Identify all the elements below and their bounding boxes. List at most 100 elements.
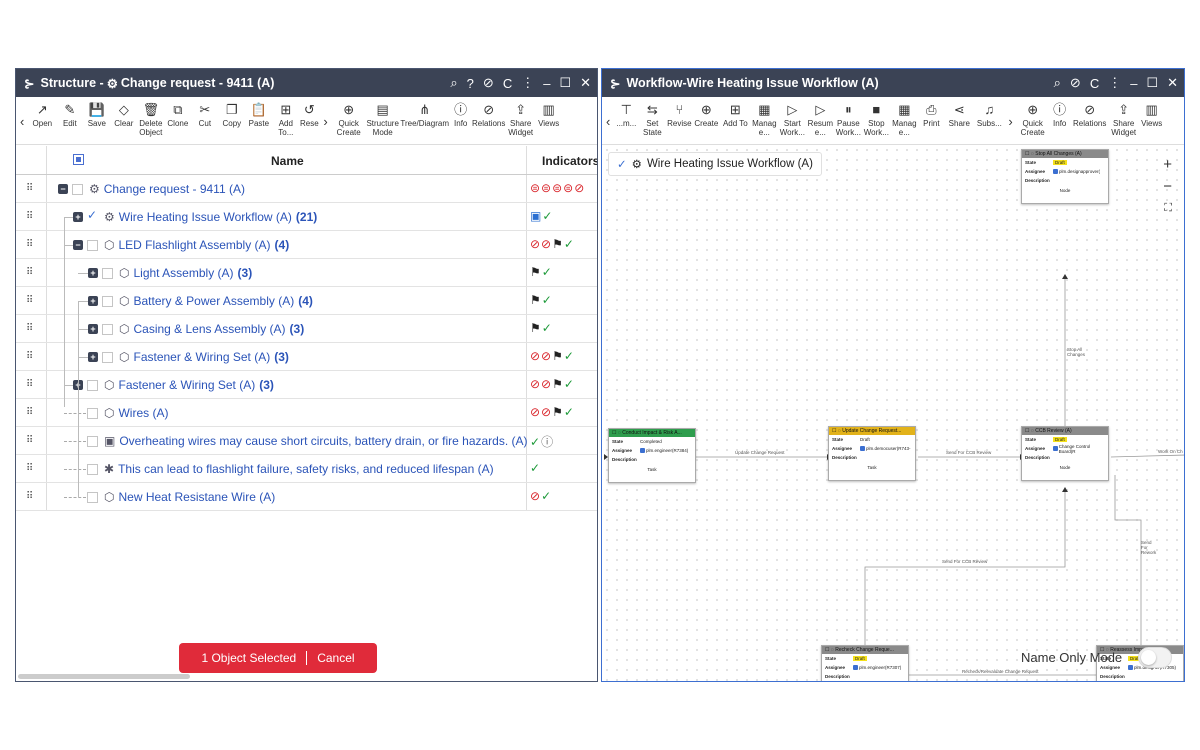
drag-handle-icon[interactable]: ⠿ xyxy=(26,323,33,334)
horizontal-scrollbar[interactable] xyxy=(18,674,190,679)
open-button[interactable]: ↗ Open xyxy=(28,102,56,128)
expand-icon[interactable]: + xyxy=(73,212,83,222)
toolbar-scroll-right[interactable]: › xyxy=(1008,114,1013,129)
quick-create-button[interactable]: ⊕ Quick Create xyxy=(332,102,366,137)
drag-handle-icon[interactable]: ⠿ xyxy=(26,239,33,250)
workflow-node-recheck[interactable]: ☐ ◌ Recheck Change Reque... State Draft Ass… xyxy=(821,645,909,681)
manage-button[interactable]: ▦ Manag e... xyxy=(750,102,778,137)
workflow-chip[interactable]: ✓ ⚙ Wire Heating Issue Workflow (A) xyxy=(608,152,822,176)
tree-row[interactable]: ⠿ ✱ This can lead to flashlight failure, s… xyxy=(16,455,597,483)
window-control-5[interactable]: – xyxy=(543,75,551,91)
cancel-selection-button[interactable]: Cancel xyxy=(317,651,355,665)
views-button[interactable]: ▥ Views xyxy=(536,102,562,128)
window-control-2[interactable]: C xyxy=(1089,75,1100,91)
tree-diagram-button[interactable]: ⋔ Tree/Diagram xyxy=(400,102,450,128)
clone-button[interactable]: ⧉ Clone xyxy=(164,102,191,128)
row-label[interactable]: Wire Heating Issue Workflow (A) xyxy=(118,210,292,224)
tree-row[interactable]: ⠿ ▣ Overheating wires may cause short circ… xyxy=(16,427,597,455)
row-label[interactable]: Change request - 9411 (A) xyxy=(103,182,245,196)
row-checkbox[interactable] xyxy=(87,380,98,391)
views-button[interactable]: ▥ Views xyxy=(1139,102,1165,128)
drag-handle-icon[interactable]: ⠿ xyxy=(26,435,33,446)
save-button[interactable]: 💾 Save xyxy=(83,102,110,128)
share-widget-button[interactable]: ⇪ Share Widget xyxy=(506,102,536,137)
row-checkbox[interactable] xyxy=(102,268,113,279)
stop-button[interactable]: ■ Stop Work... xyxy=(862,102,890,137)
add-to-button[interactable]: ⊞ Add To xyxy=(720,102,750,128)
collapse-icon[interactable]: − xyxy=(73,240,83,250)
tree-row[interactable]: ⠿ + ✓ ⚙ Wire Heating Issue Workflow (A) (21) ▣… xyxy=(16,203,597,231)
row-label[interactable]: New Heat Resistane Wire (A) xyxy=(118,490,276,504)
form-button[interactable]: ⊤ ...m... xyxy=(614,102,638,128)
toolbar-scroll-left[interactable]: ‹ xyxy=(606,114,611,129)
toolbar-scroll-right[interactable]: › xyxy=(323,114,328,129)
row-label[interactable]: Fastener & Wiring Set (A) xyxy=(118,378,256,392)
clear-button[interactable]: ◇ Clear xyxy=(110,102,137,128)
name-column-header[interactable]: Name xyxy=(271,154,304,168)
window-control-2[interactable]: ⊘ xyxy=(482,75,494,90)
toolbar-scroll-left[interactable]: ‹ xyxy=(20,114,25,129)
workflow-node-conduct[interactable]: ☐ ◌ Conduct Impact & Risk A... State Compl… xyxy=(608,428,696,483)
window-control-1[interactable]: ⊘ xyxy=(1069,75,1081,90)
window-control-5[interactable]: ☐ xyxy=(1146,75,1159,90)
print-button[interactable]: ⎙ Print xyxy=(918,102,944,128)
row-label[interactable]: Fastener & Wiring Set (A) xyxy=(133,350,271,364)
row-label[interactable]: Casing & Lens Assembly (A) xyxy=(133,322,286,336)
row-label[interactable]: Wires (A) xyxy=(118,406,169,420)
fit-view-button[interactable]: ⛶ xyxy=(1164,202,1172,214)
workflow-node-stop[interactable]: ☐ ◌ Stop All Changes (A) State Draft Assign… xyxy=(1021,149,1109,204)
window-control-4[interactable]: – xyxy=(1130,75,1138,91)
tree-row[interactable]: ⠿ + ⬡ Battery & Power Assembly (A) (4) ⚑✓ xyxy=(16,287,597,315)
drag-handle-icon[interactable]: ⠿ xyxy=(26,379,33,390)
row-checkbox[interactable] xyxy=(87,464,98,475)
zoom-out-button[interactable]: − xyxy=(1163,178,1172,195)
row-label[interactable]: Battery & Power Assembly (A) xyxy=(133,294,295,308)
edit-button[interactable]: ✎ Edit xyxy=(56,102,83,128)
indicators-column-header[interactable]: Indicators xyxy=(542,154,598,168)
collapse-icon[interactable]: − xyxy=(58,184,68,194)
tree-row[interactable]: ⠿ ⬡ New Heat Resistane Wire (A) ⊘✓ xyxy=(16,483,597,511)
select-all-checkbox[interactable] xyxy=(73,154,84,165)
create-button[interactable]: ⊕ Create xyxy=(692,102,720,128)
window-control-3[interactable]: ⋮ xyxy=(1108,75,1122,90)
pause-button[interactable]: ⏸ Pause Work... xyxy=(834,102,862,137)
row-checkbox[interactable] xyxy=(102,324,113,335)
tree-row[interactable]: ⠿ − ⚙ Change request - 9411 (A) ⊜⊜⊜⊜⊘ xyxy=(16,175,597,203)
drag-handle-icon[interactable]: ⠿ xyxy=(26,407,33,418)
delete-button[interactable]: 🗑 Delete Object xyxy=(137,102,164,137)
row-label[interactable]: Overheating wires may cause short circui… xyxy=(119,434,528,448)
relations-button[interactable]: ⊘ Relations xyxy=(472,102,506,128)
set-state-button[interactable]: ⇆ Set State xyxy=(638,102,666,137)
cut-button[interactable]: ✂ Cut xyxy=(191,102,218,128)
row-checkbox[interactable] xyxy=(87,240,98,251)
window-control-7[interactable]: ✕ xyxy=(580,75,591,90)
window-control-6[interactable]: ☐ xyxy=(559,75,572,90)
row-checkbox[interactable] xyxy=(72,184,83,195)
info-button[interactable]: ⓘ Info xyxy=(450,102,472,128)
row-checkbox[interactable] xyxy=(102,352,113,363)
row-checkbox[interactable] xyxy=(87,408,98,419)
workflow-canvas[interactable]: Update Change Request Send For CCB Revie… xyxy=(602,145,1184,681)
tree-row[interactable]: ⠿+⬡Fastener & Wiring Set (A)(3)⊘⊘⚑✓ xyxy=(16,343,597,371)
resume-button[interactable]: ▷ Resum e... xyxy=(806,102,834,137)
subscribe-button[interactable]: ♫ Subs... xyxy=(974,102,1004,128)
workflow-node-update[interactable]: ☐ ◌ Update Change Request... State Draft As… xyxy=(828,426,916,481)
window-control-0[interactable]: ⌕ xyxy=(450,75,458,90)
tree-row[interactable]: ⠿ ⬡ Wires (A) ⊘⊘⚑✓ xyxy=(16,399,597,427)
drag-handle-icon[interactable]: ⠿ xyxy=(26,351,33,362)
manage2-button[interactable]: ▦ Manag e... xyxy=(890,102,918,137)
drag-handle-icon[interactable]: ⠿ xyxy=(26,211,33,222)
start-workflow-button[interactable]: ▷ Start Work... xyxy=(778,102,806,137)
drag-handle-icon[interactable]: ⠿ xyxy=(26,183,33,194)
zoom-in-button[interactable]: + xyxy=(1163,156,1172,173)
tree-row[interactable]: ⠿+⬡Fastener & Wiring Set (A)(3)⊘⊘⚑✓ xyxy=(16,371,597,399)
expand-icon[interactable]: + xyxy=(88,268,98,278)
expand-icon[interactable]: + xyxy=(88,324,98,334)
add-to-button[interactable]: ⊞ Add To... xyxy=(272,102,299,137)
copy-button[interactable]: ❐ Copy xyxy=(218,102,245,128)
drag-handle-icon[interactable]: ⠿ xyxy=(26,463,33,474)
drag-handle-icon[interactable]: ⠿ xyxy=(26,295,33,306)
paste-button[interactable]: 📋 Paste xyxy=(245,102,272,128)
expand-icon[interactable]: + xyxy=(88,296,98,306)
reset-button[interactable]: ↺ Rese xyxy=(299,102,319,128)
